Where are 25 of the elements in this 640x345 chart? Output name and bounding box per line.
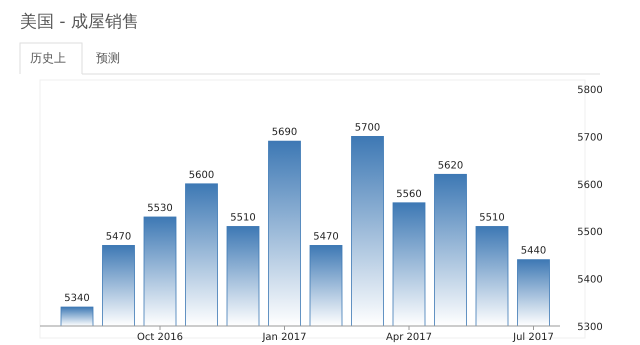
y-tick-label: 5300 [577,322,603,333]
data-label: 5510 [479,212,505,224]
data-label: 5700 [354,122,380,134]
data-label: 5620 [438,160,464,172]
text: 预测 [96,51,120,65]
y-tick-label: 5800 [577,85,603,96]
y-tick-label: 5400 [577,274,603,286]
y-tick-label: 5500 [577,227,603,238]
y-tick-label: 5600 [577,180,603,191]
data-label: 5690 [272,127,298,138]
x-tick-label: Apr 2017 [386,332,432,343]
data-label: 5510 [230,212,256,224]
data-label: 5440 [520,246,546,257]
text: 历史上 [30,51,66,65]
data-label: 5340 [64,293,90,304]
data-label: 5560 [396,188,422,200]
data-label: 5530 [147,202,173,214]
data-label: 5470 [106,231,132,242]
data-label: 5470 [313,231,339,242]
data-label: 5600 [188,170,214,181]
x-tick-label: Oct 2016 [137,332,183,343]
chart-title: 美国 - 成屋销售 [20,12,139,32]
x-tick-label: Jan 2017 [261,332,307,343]
y-tick-label: 5700 [577,132,603,144]
x-tick-label: Jul 2017 [512,332,554,343]
